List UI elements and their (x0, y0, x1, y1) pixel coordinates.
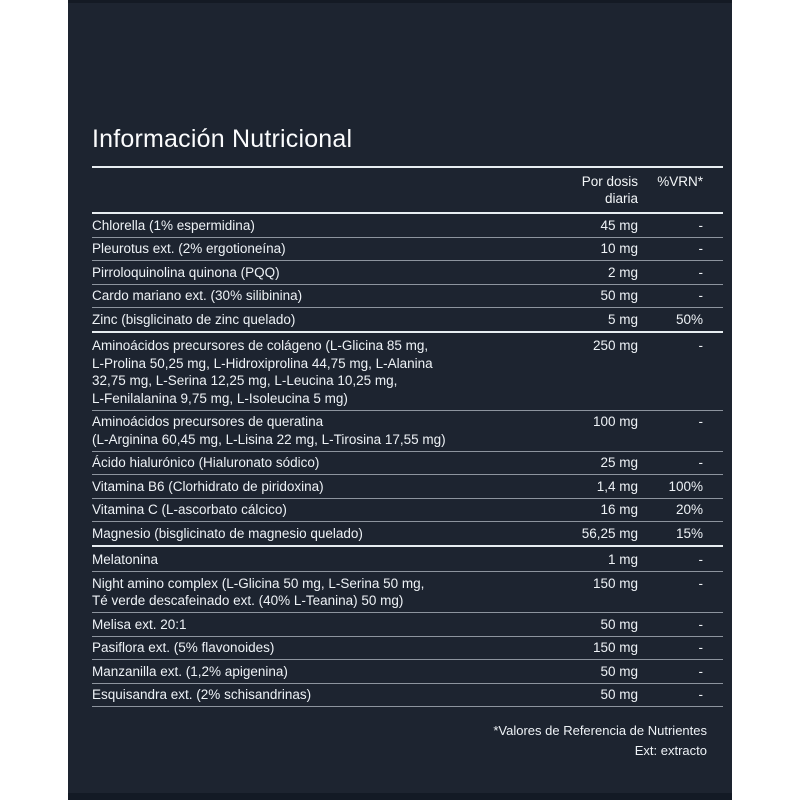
nutrition-table: Por dosis diaria %VRN* Chlorella (1% esp… (92, 166, 723, 707)
dose-value: 150 mg (592, 575, 638, 591)
table-row: Pasiflora ext. (5% flavonoides) 150 mg - (92, 637, 723, 660)
ingredient-name: Zinc (bisglicinato de zinc quelado) (92, 311, 296, 327)
footnote-ext: Ext: extracto (634, 743, 707, 758)
table-row: Ácido hialurónico (Hialuronato sódico) 25… (92, 452, 723, 475)
ingredient-name: Esquisandra ext. (2% schisandrinas) (92, 687, 312, 702)
table-row: Vitamina B6 (Clorhidrato de piridoxina) 1… (92, 475, 723, 499)
vrn-value: - (698, 338, 704, 353)
dose-value: 100 mg (592, 414, 638, 429)
ingredient-name: Magnesio (bisglicinato de magnesio quela… (92, 525, 363, 541)
ingredient-name: Aminoácidos precursores de queratina (L-… (92, 414, 446, 447)
table-row: Chlorella (1% espermidina) 45 mg - (92, 214, 723, 238)
table-group: Aminoácidos precursores de colágeno (L-G… (92, 333, 723, 547)
table-row: Melatonina 1 mg - (92, 549, 723, 572)
vrn-value: - (698, 217, 704, 233)
vrn-value: - (698, 687, 704, 702)
vrn-value: - (698, 455, 704, 470)
dose-value: 10 mg (600, 241, 638, 256)
page-title: Información Nutricional (92, 125, 353, 153)
table-row: Pirroloquinolina quinona (PQQ) 2 mg - (92, 261, 723, 285)
ingredient-name: Aminoácidos precursores de colágeno (L-G… (92, 338, 433, 406)
vrn-value: 50% (675, 311, 703, 327)
nutrition-panel: Información Nutricional Por dosis diaria… (68, 0, 732, 800)
table-row: Vitamina C (L-ascorbato cálcico) 16 mg 20% (92, 499, 723, 522)
vrn-value: - (698, 616, 704, 632)
dose-value: 45 mg (600, 217, 638, 233)
table-row: Zinc (bisglicinato de zinc quelado) 5 mg 5… (92, 308, 723, 331)
table-row: Night amino complex (L-Glicina 50 mg, L-… (92, 572, 723, 613)
dose-value: 16 mg (600, 502, 638, 517)
dose-value: 25 mg (600, 455, 638, 470)
footnote-vrn: *Valores de Referencia de Nutrientes (493, 723, 707, 738)
vrn-value: 15% (675, 525, 703, 541)
table-row: Esquisandra ext. (2% schisandrinas) 50 mg… (92, 684, 723, 707)
ingredient-name: Ácido hialurónico (Hialuronato sódico) (92, 455, 320, 470)
table-group: Melatonina 1 mg - Night amino complex (L-Gl… (92, 547, 723, 707)
ingredient-name: Vitamina C (L-ascorbato cálcico) (92, 502, 287, 517)
ingredient-name: Melatonina (92, 552, 159, 567)
table-row: Pleurotus ext. (2% ergotioneína) 10 mg - (92, 238, 723, 261)
column-header-vrn: %VRN* (657, 174, 703, 189)
vrn-value: 100% (668, 478, 703, 494)
vrn-value: - (698, 552, 704, 567)
table-row: Aminoácidos precursores de colágeno (L-G… (92, 335, 723, 411)
ingredient-name: Melisa ext. 20:1 (92, 616, 187, 632)
table-header: Por dosis diaria %VRN* (92, 166, 723, 214)
dose-value: 1 mg (607, 552, 638, 567)
ingredient-name: Pirroloquinolina quinona (PQQ) (92, 264, 280, 280)
table-row: Magnesio (bisglicinato de magnesio quela… (92, 522, 723, 545)
dose-value: 50 mg (600, 687, 638, 702)
table-row: Cardo mariano ext. (30% silibinina) 50 mg… (92, 285, 723, 308)
dose-value: 150 mg (592, 640, 638, 655)
table-group: Chlorella (1% espermidina) 45 mg - Pleurotu… (92, 214, 723, 333)
ingredient-name: Manzanilla ext. (1,2% apigenina) (92, 663, 288, 679)
ingredient-name: Pasiflora ext. (5% flavonoides) (92, 640, 275, 655)
table-row: Aminoácidos precursores de queratina (L-… (92, 411, 723, 452)
dose-value: 50 mg (600, 616, 638, 632)
dose-value: 50 mg (600, 288, 638, 303)
dose-value: 250 mg (592, 338, 638, 353)
vrn-value: - (698, 264, 704, 280)
vrn-value: - (698, 241, 704, 256)
ingredient-name: Vitamina B6 (Clorhidrato de piridoxina) (92, 478, 324, 494)
table-body: Chlorella (1% espermidina) 45 mg - Pleurotu… (92, 214, 723, 707)
dose-value: 50 mg (600, 663, 638, 679)
panel-content: Información Nutricional Por dosis diaria… (92, 0, 723, 761)
vrn-value: - (698, 575, 704, 591)
dose-value: 56,25 mg (581, 525, 638, 541)
ingredient-name: Pleurotus ext. (2% ergotioneína) (92, 241, 286, 256)
table-row: Manzanilla ext. (1,2% apigenina) 50 mg - (92, 660, 723, 684)
table-row: Melisa ext. 20:1 50 mg - (92, 613, 723, 637)
footnotes: *Valores de Referencia de Nutrientes Ext… (92, 721, 723, 761)
dose-value: 1,4 mg (596, 478, 638, 494)
vrn-value: - (698, 640, 704, 655)
ingredient-name: Night amino complex (L-Glicina 50 mg, L-… (92, 575, 425, 609)
vrn-value: - (698, 414, 704, 429)
vrn-value: - (698, 663, 704, 679)
ingredient-name: Cardo mariano ext. (30% silibinina) (92, 288, 303, 303)
vrn-value: 20% (675, 502, 703, 517)
dose-value: 5 mg (607, 311, 638, 327)
vrn-value: - (698, 288, 704, 303)
ingredient-name: Chlorella (1% espermidina) (92, 217, 255, 233)
dose-value: 2 mg (607, 264, 638, 280)
column-header-dose: Por dosis diaria (581, 174, 638, 206)
